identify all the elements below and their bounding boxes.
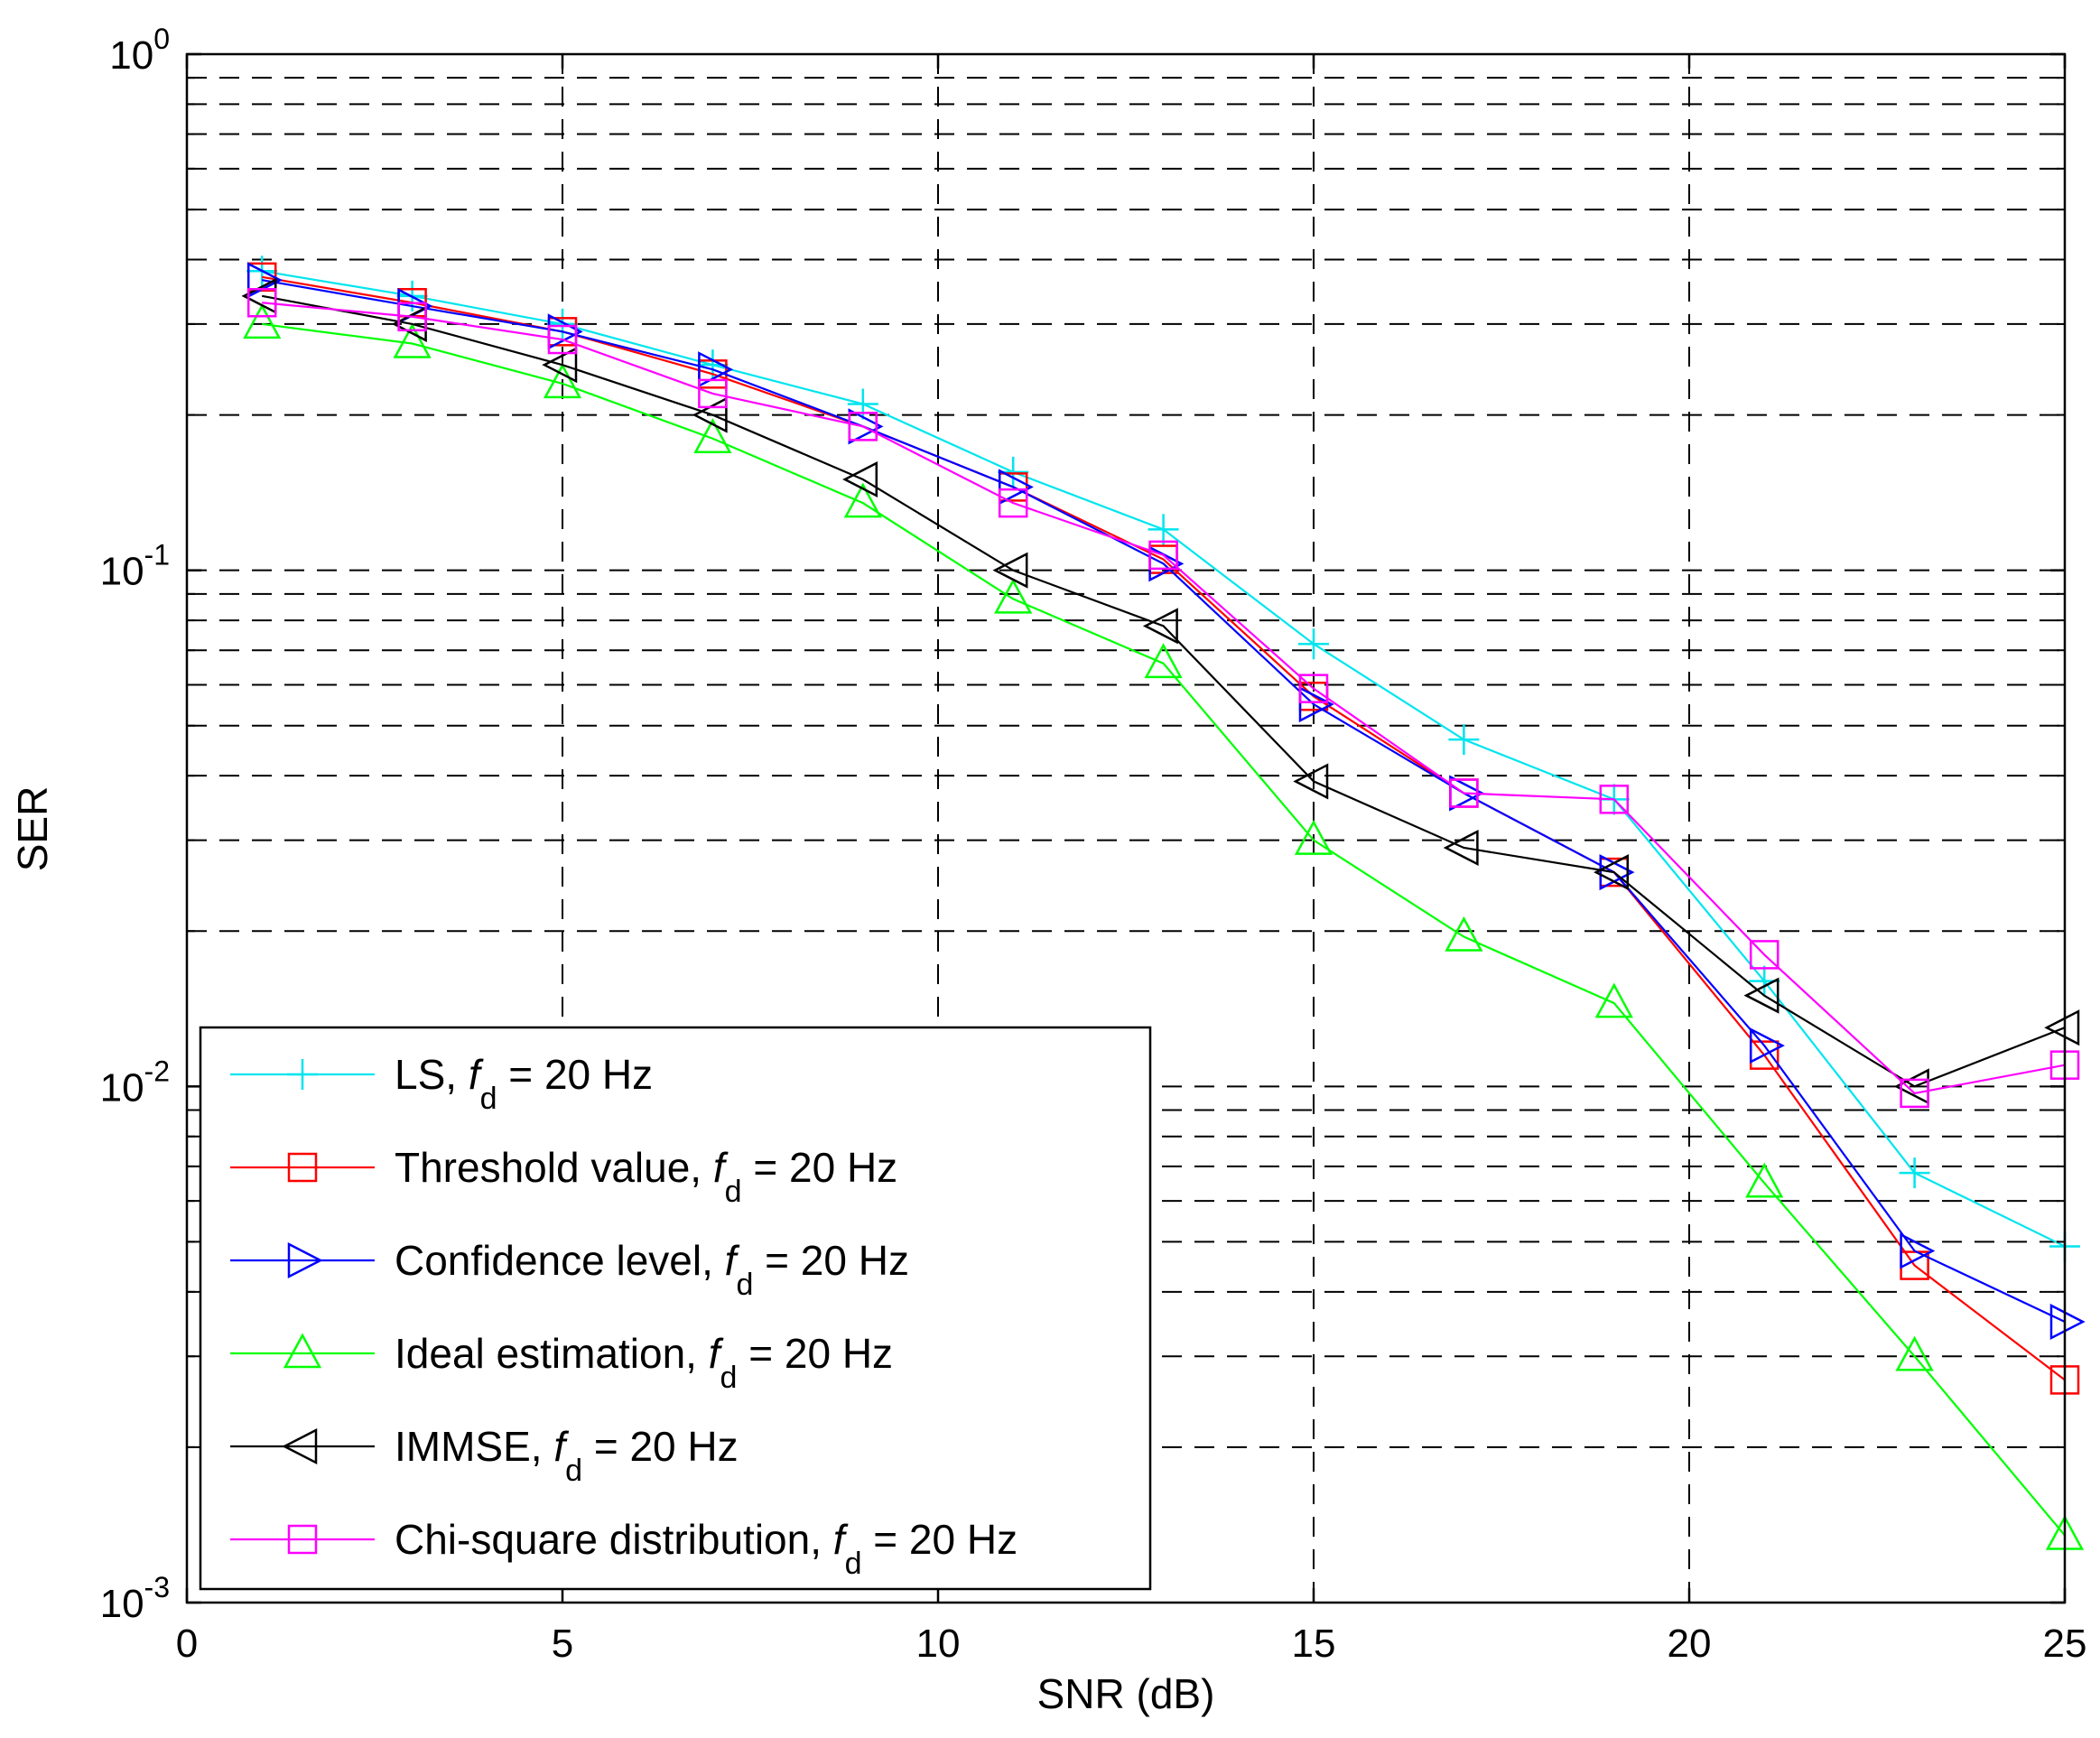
data-point [1148,540,1178,571]
data-point [1448,724,1480,756]
legend-item: LS, fd = 20 Hz [230,1051,653,1116]
legend-label: LS, fd = 20 Hz [395,1051,653,1116]
data-point [998,488,1028,518]
data-point [543,363,582,399]
data-point [842,460,878,498]
grid [187,54,2065,1603]
legend-item: Threshold value, fd = 20 Hz [230,1144,897,1209]
legend-label: Chi-square distribution, fd = 20 Hz [395,1516,1017,1581]
series-layer [241,256,2086,1550]
data-point [393,322,432,358]
legend-label: IMMSE, fd = 20 Hz [395,1423,739,1488]
data-point [1594,854,1630,891]
data-point [1443,829,1479,867]
data-point [397,302,427,332]
y-tick-label: 100 [109,23,170,78]
legend-item: IMMSE, fd = 20 Hz [230,1423,739,1488]
data-point [547,324,578,355]
y-tick-label: 10-3 [100,1571,170,1626]
data-point [1900,1078,1929,1109]
y-tick-label: 10-1 [100,539,170,594]
legend-swatch-marker [282,1427,318,1465]
x-axis-title: SNR (dB) [1037,1670,1215,1717]
data-point [1294,819,1333,855]
x-tick-label: 10 [916,1622,961,1666]
data-point [992,552,1028,589]
legend-item: Confidence level, fd = 20 Hz [230,1237,909,1302]
data-point [542,347,578,384]
data-point [698,378,728,409]
data-point [1899,1157,1930,1189]
data-point [1743,977,1779,1014]
data-point [1599,854,1635,891]
legend-swatch-marker [287,1524,318,1555]
x-tick-label: 5 [552,1622,573,1666]
y-tick-label: 10-2 [100,1055,170,1110]
y-axis-title: SER [9,786,56,872]
data-point [246,287,277,318]
legend-label: Threshold value, fd = 20 Hz [395,1144,897,1209]
legend-label: Confidence level, fd = 20 Hz [395,1237,909,1302]
series-chi-square-distribution [246,287,2080,1109]
data-point [2044,1009,2080,1046]
series-line [262,279,2066,1323]
series-ideal-estimation [243,303,2085,1550]
legend-swatch-marker [283,1333,322,1369]
data-point [847,388,878,420]
data-point [243,303,282,339]
data-point [1144,643,1183,679]
data-point [1142,608,1178,645]
x-tick-label: 20 [1668,1622,1712,1666]
legend-swatch-marker [287,1059,318,1090]
data-point [1900,1232,1936,1269]
legend-box [199,1026,1152,1591]
legend-item: Ideal estimation, fd = 20 Hz [230,1330,893,1395]
legend-swatch-marker [287,1241,323,1279]
series-immse [241,277,2080,1105]
data-point [1594,982,1633,1018]
data-point [843,482,882,518]
x-tick-label: 25 [2043,1622,2087,1666]
data-point [547,308,578,339]
axis-ticks: 0 5 10 15 20 25 100 10-1 10-2 10-3 [100,23,2087,1666]
legend: LS, fd = 20 Hz Threshold value, fd = 20 H… [199,1026,1152,1591]
series-line [261,294,2066,1088]
data-point [698,351,734,388]
data-point [1599,785,1630,814]
series-line [262,322,2066,1537]
data-point [1293,763,1329,800]
data-point [1749,940,1779,970]
data-point [1895,1335,1934,1371]
legend-label: Ideal estimation, fd = 20 Hz [395,1330,893,1395]
data-point [848,412,878,441]
legend-swatch-marker [287,1152,318,1183]
data-point [1148,514,1179,545]
data-point [1298,674,1329,703]
legend-item: Chi-square distribution, fd = 20 Hz [230,1516,1017,1581]
x-tick-label: 0 [176,1622,198,1666]
data-point [1445,915,1483,952]
x-tick-label: 15 [1292,1622,1336,1666]
plot-frame [185,52,2067,1604]
data-point [1298,686,1334,723]
data-point [998,469,1034,506]
data-point [994,578,1033,614]
data-point [2049,1303,2086,1341]
data-point [693,418,732,453]
data-point [1745,1162,1784,1198]
data-point [1749,1027,1785,1064]
data-point [1449,778,1479,808]
series-line [262,302,2066,1095]
data-point [1298,628,1329,660]
